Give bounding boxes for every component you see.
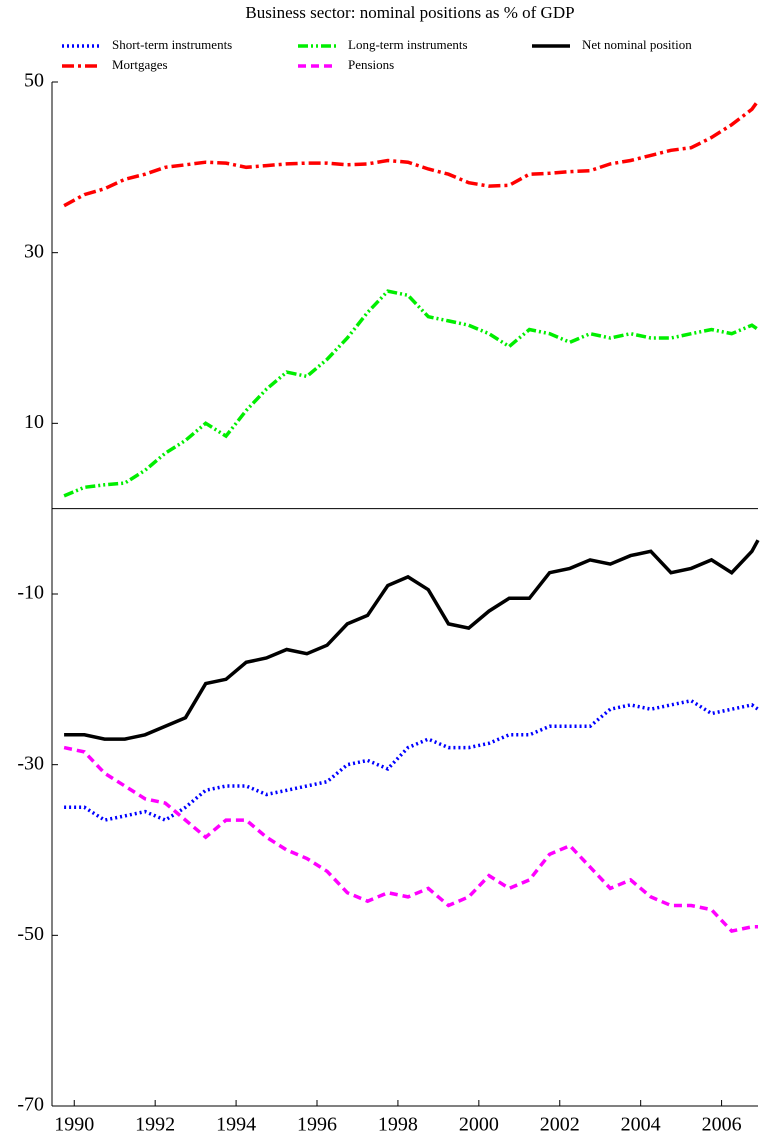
y-tick-label: 50 [24,70,44,92]
legend: Short-term instruments Long-term instrume… [62,37,692,72]
x-tick-label: 2002 [540,1114,580,1136]
y-tick-label: -30 [17,752,44,774]
y-tick-label: -10 [17,582,44,604]
x-tick-label: 1994 [216,1114,256,1136]
x-tick-label: 2006 [702,1114,742,1136]
x-tick-label: 2004 [621,1114,661,1136]
x-tick-label: 1996 [297,1114,337,1136]
y-tick-label: 10 [24,411,44,433]
x-tick-label: 1998 [378,1114,418,1136]
y-tick-label: -50 [17,923,44,945]
series-line [63,745,758,934]
legend-label: Short-term instruments [112,37,232,52]
series-line [64,698,760,823]
y-tick-label: 30 [24,240,44,262]
legend-label: Long-term instruments [348,37,468,52]
chart-title: Business sector: nominal positions as % … [245,3,574,22]
series-line [64,539,760,741]
x-tick-label: 1990 [54,1114,94,1136]
y-tick-label: -70 [17,1094,44,1116]
legend-label: Mortgages [112,57,168,72]
x-tick-label: 2000 [459,1114,499,1136]
x-tick-label: 1992 [135,1114,175,1136]
legend-label: Net nominal position [582,37,692,52]
legend-label: Pensions [348,57,394,72]
series-line [63,289,760,498]
series-line [63,99,760,208]
